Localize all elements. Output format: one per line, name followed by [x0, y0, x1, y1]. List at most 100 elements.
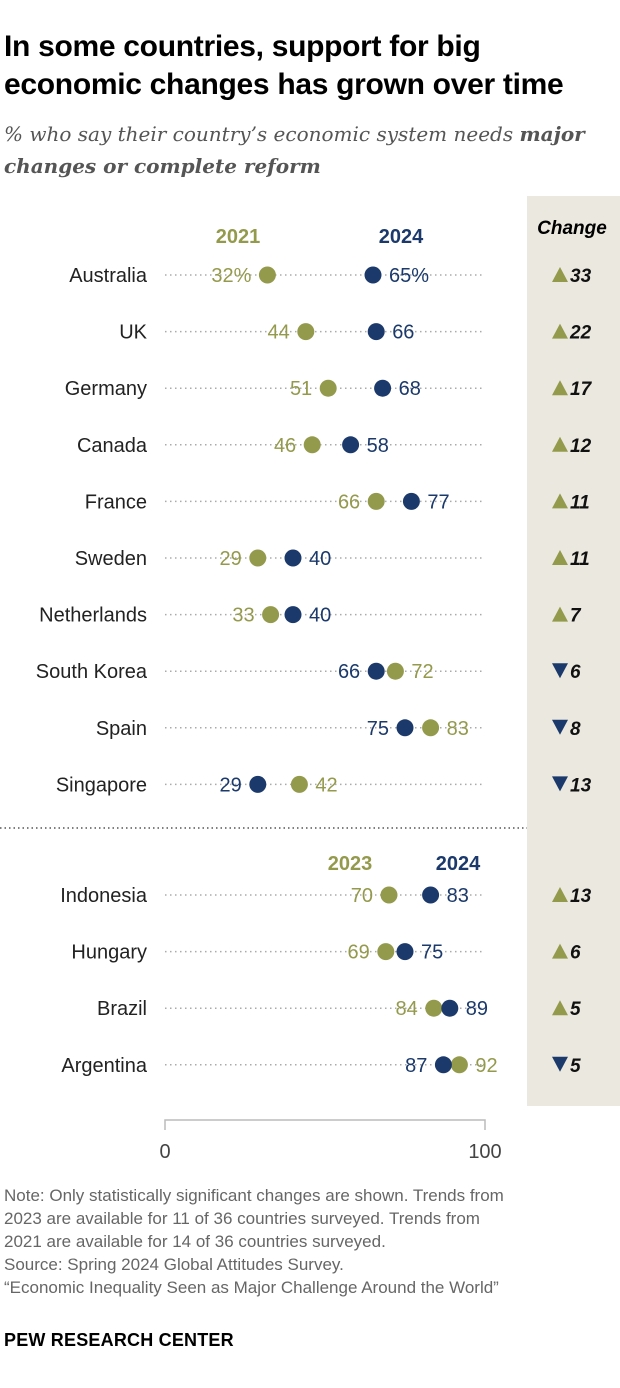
change-up-icon — [552, 1000, 568, 1016]
change-value: 11 — [570, 492, 590, 513]
dot-earlier — [422, 719, 440, 737]
change-up-icon — [552, 267, 568, 282]
change-down-icon — [552, 663, 568, 679]
change-up-icon — [552, 436, 568, 452]
change-up-icon — [552, 943, 568, 959]
value-label-later: 29 — [220, 774, 242, 796]
dot-earlier — [290, 775, 308, 793]
note-line: 2023 are available for 11 of 36 countrie… — [4, 1209, 480, 1228]
series-label-earlier: 2021 — [216, 226, 261, 248]
dot-earlier — [450, 1056, 468, 1074]
subtitle-bold: major changes or complete reform — [4, 122, 585, 178]
dot-later — [434, 1056, 452, 1074]
series-label-later: 2024 — [379, 226, 424, 248]
change-value: 5 — [570, 999, 581, 1020]
change-up-icon — [552, 887, 568, 902]
dot-later — [396, 943, 414, 961]
dot-later — [367, 323, 385, 341]
dot-earlier — [319, 379, 337, 397]
value-label-earlier: 92 — [475, 1055, 497, 1077]
change-down-icon — [552, 1056, 568, 1072]
value-label-earlier: 70 — [351, 885, 373, 907]
dot-later — [284, 549, 302, 567]
country-label: Germany — [65, 378, 147, 400]
country-label: UK — [119, 322, 147, 344]
dot-later — [284, 606, 302, 624]
country-label: Singapore — [56, 774, 147, 796]
value-label-earlier: 33 — [232, 605, 254, 627]
subtitle-prefix: % who say their country’s economic syste… — [4, 122, 520, 146]
change-value: 22 — [569, 323, 592, 344]
dot-later — [402, 492, 420, 510]
change-up-icon — [552, 606, 568, 622]
change-value: 12 — [570, 436, 592, 457]
change-down-icon — [552, 719, 568, 735]
country-label: Canada — [77, 435, 148, 457]
x-tick-label: 0 — [159, 1141, 170, 1163]
change-column-background — [527, 196, 620, 1106]
dot-earlier — [249, 549, 267, 567]
country-label: Sweden — [75, 548, 147, 570]
change-value: 5 — [570, 1056, 581, 1077]
dot-earlier — [303, 436, 321, 454]
value-label-earlier: 72 — [411, 661, 433, 683]
dot-later — [396, 719, 414, 737]
x-tick-label: 100 — [468, 1141, 501, 1163]
change-down-icon — [552, 776, 568, 792]
dot-earlier — [258, 266, 276, 284]
value-label-earlier: 83 — [447, 718, 469, 740]
dot-later — [364, 266, 382, 284]
dot-earlier — [380, 886, 398, 904]
value-label-later: 68 — [399, 378, 421, 400]
country-label: Netherlands — [39, 605, 147, 627]
series-label-earlier: 2023 — [328, 853, 373, 875]
change-value: 33 — [570, 266, 592, 287]
value-label-earlier: 51 — [290, 378, 312, 400]
dot-later — [342, 436, 360, 454]
value-label-later: 77 — [427, 491, 449, 513]
x-axis-line — [164, 1119, 486, 1130]
change-up-icon — [552, 493, 568, 509]
value-label-earlier: 44 — [268, 322, 290, 344]
note-line: Note: Only statistically significant cha… — [4, 1186, 504, 1205]
change-value: 13 — [570, 886, 592, 907]
value-label-earlier: 29 — [220, 548, 242, 570]
value-label-later: 83 — [447, 885, 469, 907]
value-label-later: 58 — [367, 435, 389, 457]
dot-earlier — [386, 662, 404, 680]
value-label-later: 66 — [338, 661, 360, 683]
change-up-icon — [552, 550, 568, 565]
value-label-earlier: 66 — [338, 491, 360, 513]
change-up-icon — [552, 323, 568, 339]
change-value: 6 — [570, 943, 581, 964]
value-label-later: 75 — [367, 718, 389, 740]
country-label: Australia — [69, 265, 148, 287]
value-label-later: 66 — [392, 322, 414, 344]
country-label: France — [85, 491, 147, 513]
country-label: South Korea — [36, 661, 148, 683]
country-label: Spain — [96, 718, 147, 740]
value-label-later: 87 — [405, 1055, 427, 1077]
change-value: 7 — [570, 606, 582, 627]
country-label: Hungary — [71, 942, 147, 964]
dot-later — [441, 999, 459, 1017]
value-label-earlier: 69 — [348, 942, 370, 964]
value-label-earlier: 84 — [396, 998, 418, 1020]
change-up-icon — [552, 380, 568, 396]
dot-earlier — [262, 606, 280, 624]
change-value: 6 — [570, 662, 581, 683]
dot-later — [249, 775, 267, 793]
country-label: Indonesia — [60, 885, 148, 907]
dot-earlier — [377, 943, 395, 961]
value-label-earlier: 42 — [315, 774, 337, 796]
value-label-earlier: 46 — [274, 435, 296, 457]
dot-later — [422, 886, 440, 904]
change-header: Change — [537, 218, 607, 239]
series-label-later: 2024 — [436, 853, 481, 875]
country-label: Argentina — [61, 1055, 147, 1077]
dot-earlier — [367, 492, 385, 510]
change-value: 17 — [570, 379, 593, 400]
country-label: Brazil — [97, 998, 147, 1020]
change-value: 11 — [570, 549, 590, 570]
